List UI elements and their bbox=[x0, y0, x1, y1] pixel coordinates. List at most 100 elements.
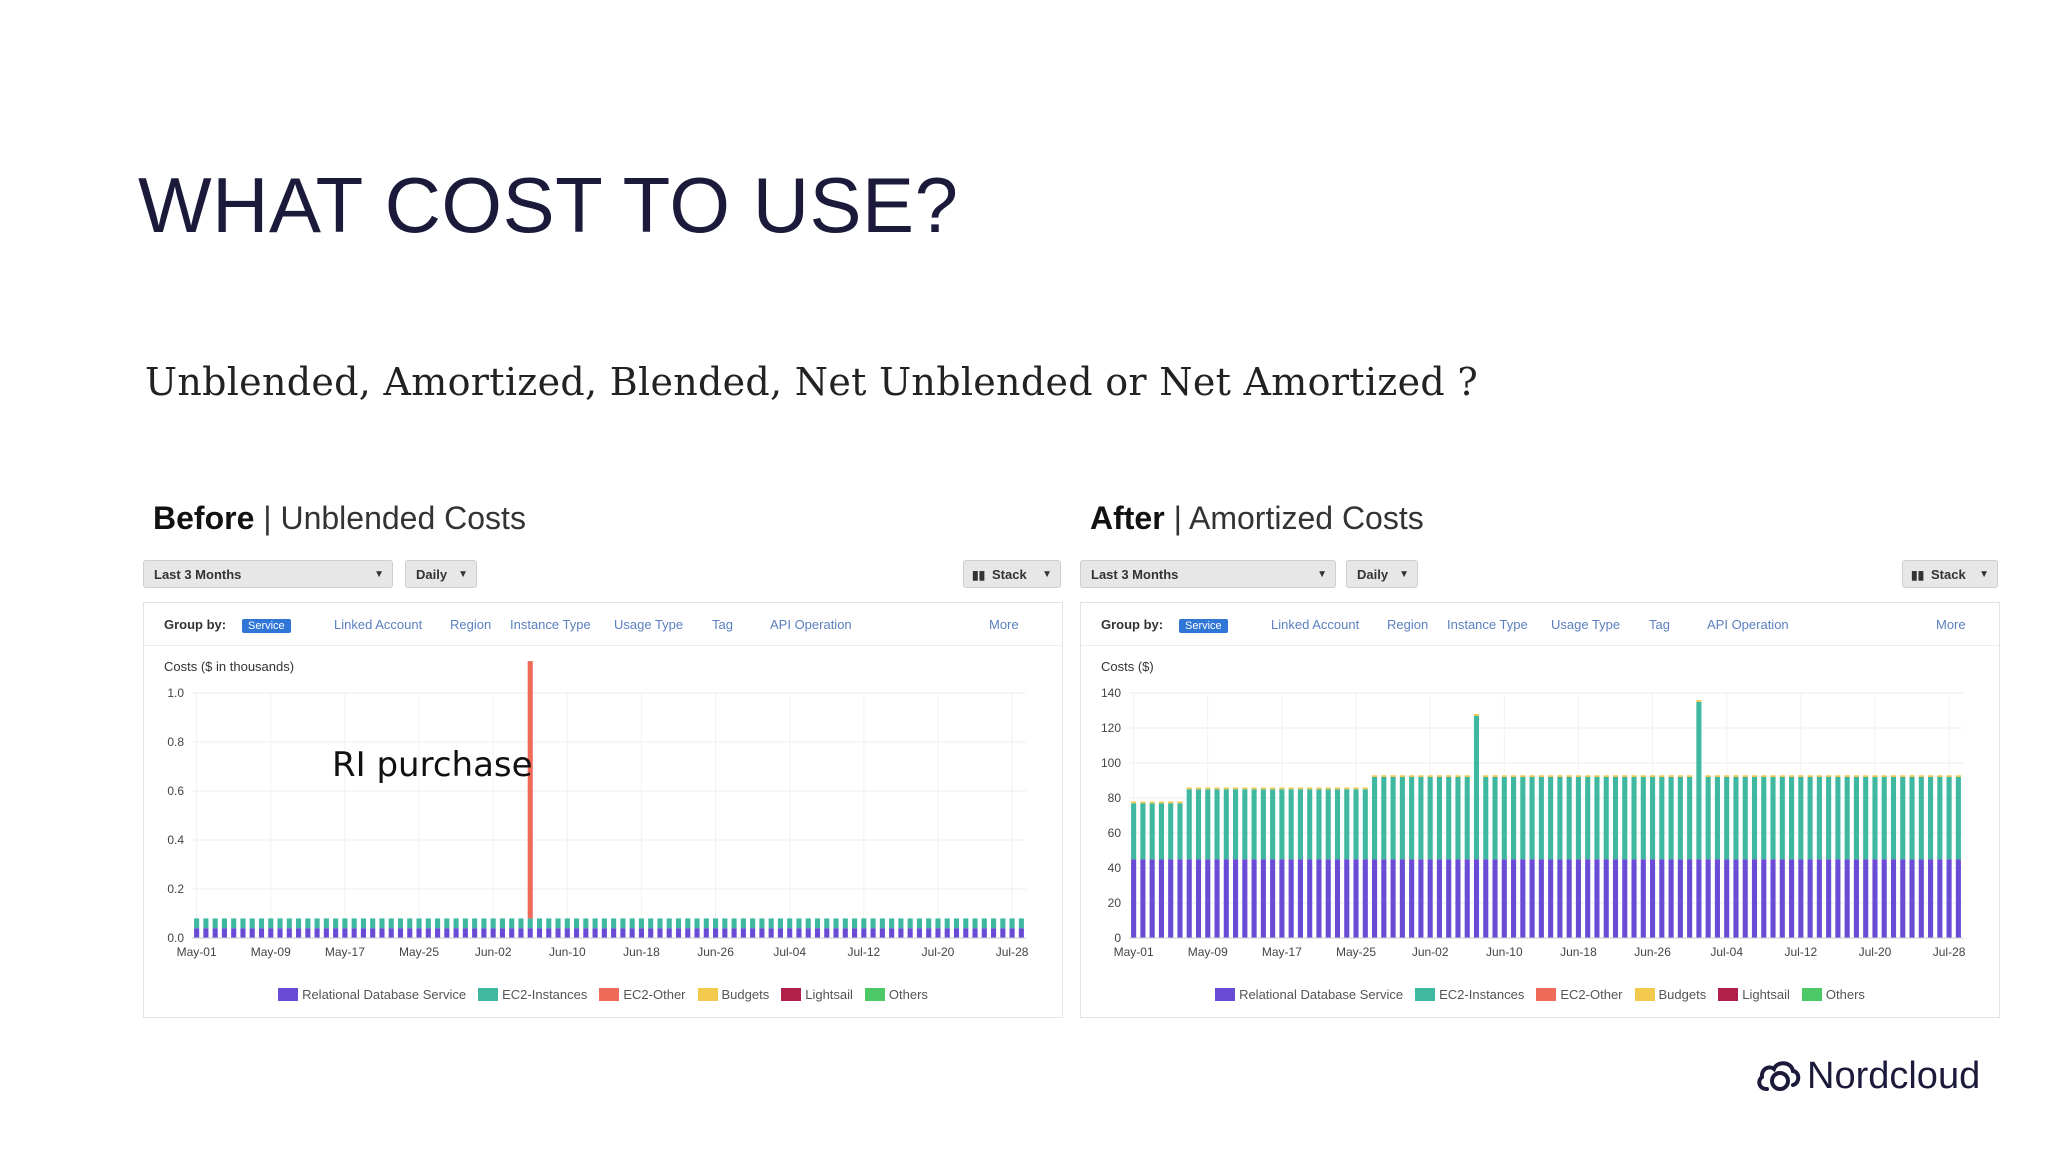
range-dropdown[interactable]: Last 3 Months ▼ bbox=[1080, 560, 1336, 588]
x-tick-label: May-01 bbox=[1114, 945, 1154, 959]
group-option-instance-type[interactable]: Instance Type bbox=[1447, 617, 1528, 632]
bar-segment bbox=[1307, 859, 1313, 938]
bar-segment bbox=[1779, 859, 1785, 938]
group-option-usage-type[interactable]: Usage Type bbox=[1551, 617, 1621, 632]
bar-segment bbox=[1000, 928, 1006, 938]
bar-segment bbox=[944, 928, 950, 938]
legend-label: EC2-Other bbox=[623, 987, 686, 1002]
bar-segment bbox=[1149, 801, 1155, 804]
bar-segment bbox=[944, 918, 950, 929]
granularity-dropdown[interactable]: Daily ▼ bbox=[1346, 560, 1418, 588]
legend-item[interactable]: Relational Database Service bbox=[1215, 987, 1403, 1002]
bar-segment bbox=[286, 928, 292, 938]
granularity-dropdown[interactable]: Daily ▼ bbox=[405, 560, 477, 588]
y-axis-label: Costs ($ in thousands) bbox=[164, 659, 294, 674]
bar-segment bbox=[1789, 859, 1795, 938]
legend-item[interactable]: EC2-Other bbox=[599, 987, 686, 1002]
bar-segment bbox=[814, 928, 821, 938]
bar-segment bbox=[1724, 775, 1730, 777]
x-tick-label: May-09 bbox=[1188, 945, 1228, 959]
slide-subtitle: Unblended, Amortized, Blended, Net Unble… bbox=[145, 360, 1479, 404]
group-by-chip[interactable]: Service bbox=[1175, 617, 1228, 633]
legend-item[interactable]: Lightsail bbox=[1718, 987, 1790, 1002]
legend-item[interactable]: EC2-Instances bbox=[478, 987, 587, 1002]
bar-segment bbox=[1009, 918, 1015, 929]
group-by-chip[interactable]: Service bbox=[238, 617, 291, 633]
bar-segment bbox=[509, 928, 515, 938]
bar-segment bbox=[1548, 777, 1554, 860]
bar-segment bbox=[675, 918, 682, 929]
bar-segment bbox=[258, 918, 265, 929]
more-dropdown[interactable]: More bbox=[989, 617, 1019, 632]
bar-segment bbox=[1000, 918, 1006, 929]
legend-label: Relational Database Service bbox=[302, 987, 467, 1002]
x-tick-label: Jun-10 bbox=[1486, 945, 1523, 959]
bar-segment bbox=[1427, 777, 1433, 860]
legend-item[interactable]: Others bbox=[864, 987, 928, 1002]
bar-segment bbox=[638, 918, 644, 929]
bar-segment bbox=[1288, 787, 1294, 790]
bar-segment bbox=[648, 928, 654, 938]
bar-segment bbox=[1650, 775, 1656, 777]
bar-segment bbox=[1279, 859, 1285, 938]
bar-segment bbox=[490, 928, 496, 938]
x-tick-label: Jul-20 bbox=[1859, 945, 1892, 959]
bar-segment bbox=[972, 928, 978, 938]
view-dropdown-label: Stack bbox=[1931, 567, 1966, 582]
panel-heading-rest: | Unblended Costs bbox=[263, 500, 526, 536]
bar-segment bbox=[1223, 789, 1229, 860]
bar-segment bbox=[342, 918, 348, 929]
view-dropdown[interactable]: ▮▮ Stack ▼ bbox=[963, 560, 1061, 588]
bar-segment bbox=[1863, 777, 1869, 860]
slide-title: WHAT COST TO USE? bbox=[138, 161, 959, 249]
chevron-down-icon: ▼ bbox=[458, 569, 468, 580]
bar-segment bbox=[1334, 789, 1341, 860]
legend-item[interactable]: Budgets bbox=[697, 987, 769, 1002]
view-dropdown[interactable]: ▮▮ Stack ▼ bbox=[1902, 560, 1998, 588]
bar-segment bbox=[1158, 859, 1164, 938]
bar-segment bbox=[583, 918, 589, 929]
bar-segment bbox=[499, 928, 505, 938]
legend-item[interactable]: EC2-Instances bbox=[1415, 987, 1524, 1002]
group-option-instance-type[interactable]: Instance Type bbox=[510, 617, 591, 632]
group-option-linked-account[interactable]: Linked Account bbox=[334, 617, 423, 632]
bar-segment bbox=[527, 928, 533, 938]
bar-segment bbox=[1575, 775, 1581, 777]
group-option-region[interactable]: Region bbox=[450, 617, 492, 632]
group-option-api-operation[interactable]: API Operation bbox=[1707, 617, 1789, 632]
bar-segment bbox=[1177, 859, 1183, 938]
group-option-usage-type[interactable]: Usage Type bbox=[614, 617, 684, 632]
bar-segment bbox=[898, 918, 904, 929]
bar-segment bbox=[1937, 777, 1943, 860]
bar-segment bbox=[240, 928, 246, 938]
bar-segment bbox=[1742, 859, 1748, 938]
bar-segment bbox=[1399, 775, 1405, 777]
bar-segment bbox=[1538, 777, 1544, 860]
group-option-api-operation[interactable]: API Operation bbox=[770, 617, 852, 632]
bar-segment bbox=[592, 918, 598, 929]
legend-item[interactable]: Others bbox=[1801, 987, 1865, 1002]
group-by-label: Group by: bbox=[164, 617, 227, 632]
bar-segment bbox=[963, 928, 969, 938]
group-option-tag[interactable]: Tag bbox=[712, 617, 733, 632]
y-tick-label: 100 bbox=[1101, 756, 1121, 770]
bar-segment bbox=[592, 928, 598, 938]
bar-segment bbox=[1585, 859, 1591, 938]
group-option-tag[interactable]: Tag bbox=[1649, 617, 1670, 632]
group-option-linked-account[interactable]: Linked Account bbox=[1271, 617, 1360, 632]
legend-item[interactable]: Relational Database Service bbox=[278, 987, 466, 1002]
bar-segment bbox=[629, 918, 635, 929]
more-dropdown[interactable]: More bbox=[1936, 617, 1966, 632]
toolbar: Last 3 Months ▼ Daily ▼ ▮▮ Stack ▼ bbox=[1080, 560, 2000, 590]
bar-segment bbox=[1548, 859, 1554, 938]
range-dropdown[interactable]: Last 3 Months ▼ bbox=[143, 560, 393, 588]
bar-segment bbox=[1650, 859, 1656, 938]
group-option-region[interactable]: Region bbox=[1387, 617, 1429, 632]
legend-item[interactable]: Lightsail bbox=[781, 987, 853, 1002]
legend-item[interactable]: EC2-Other bbox=[1536, 987, 1623, 1002]
bar-segment bbox=[1853, 777, 1859, 860]
bar-segment bbox=[740, 928, 746, 938]
legend-item[interactable]: Budgets bbox=[1634, 987, 1706, 1002]
bar-segment bbox=[258, 928, 265, 938]
bar-segment bbox=[1233, 789, 1239, 860]
